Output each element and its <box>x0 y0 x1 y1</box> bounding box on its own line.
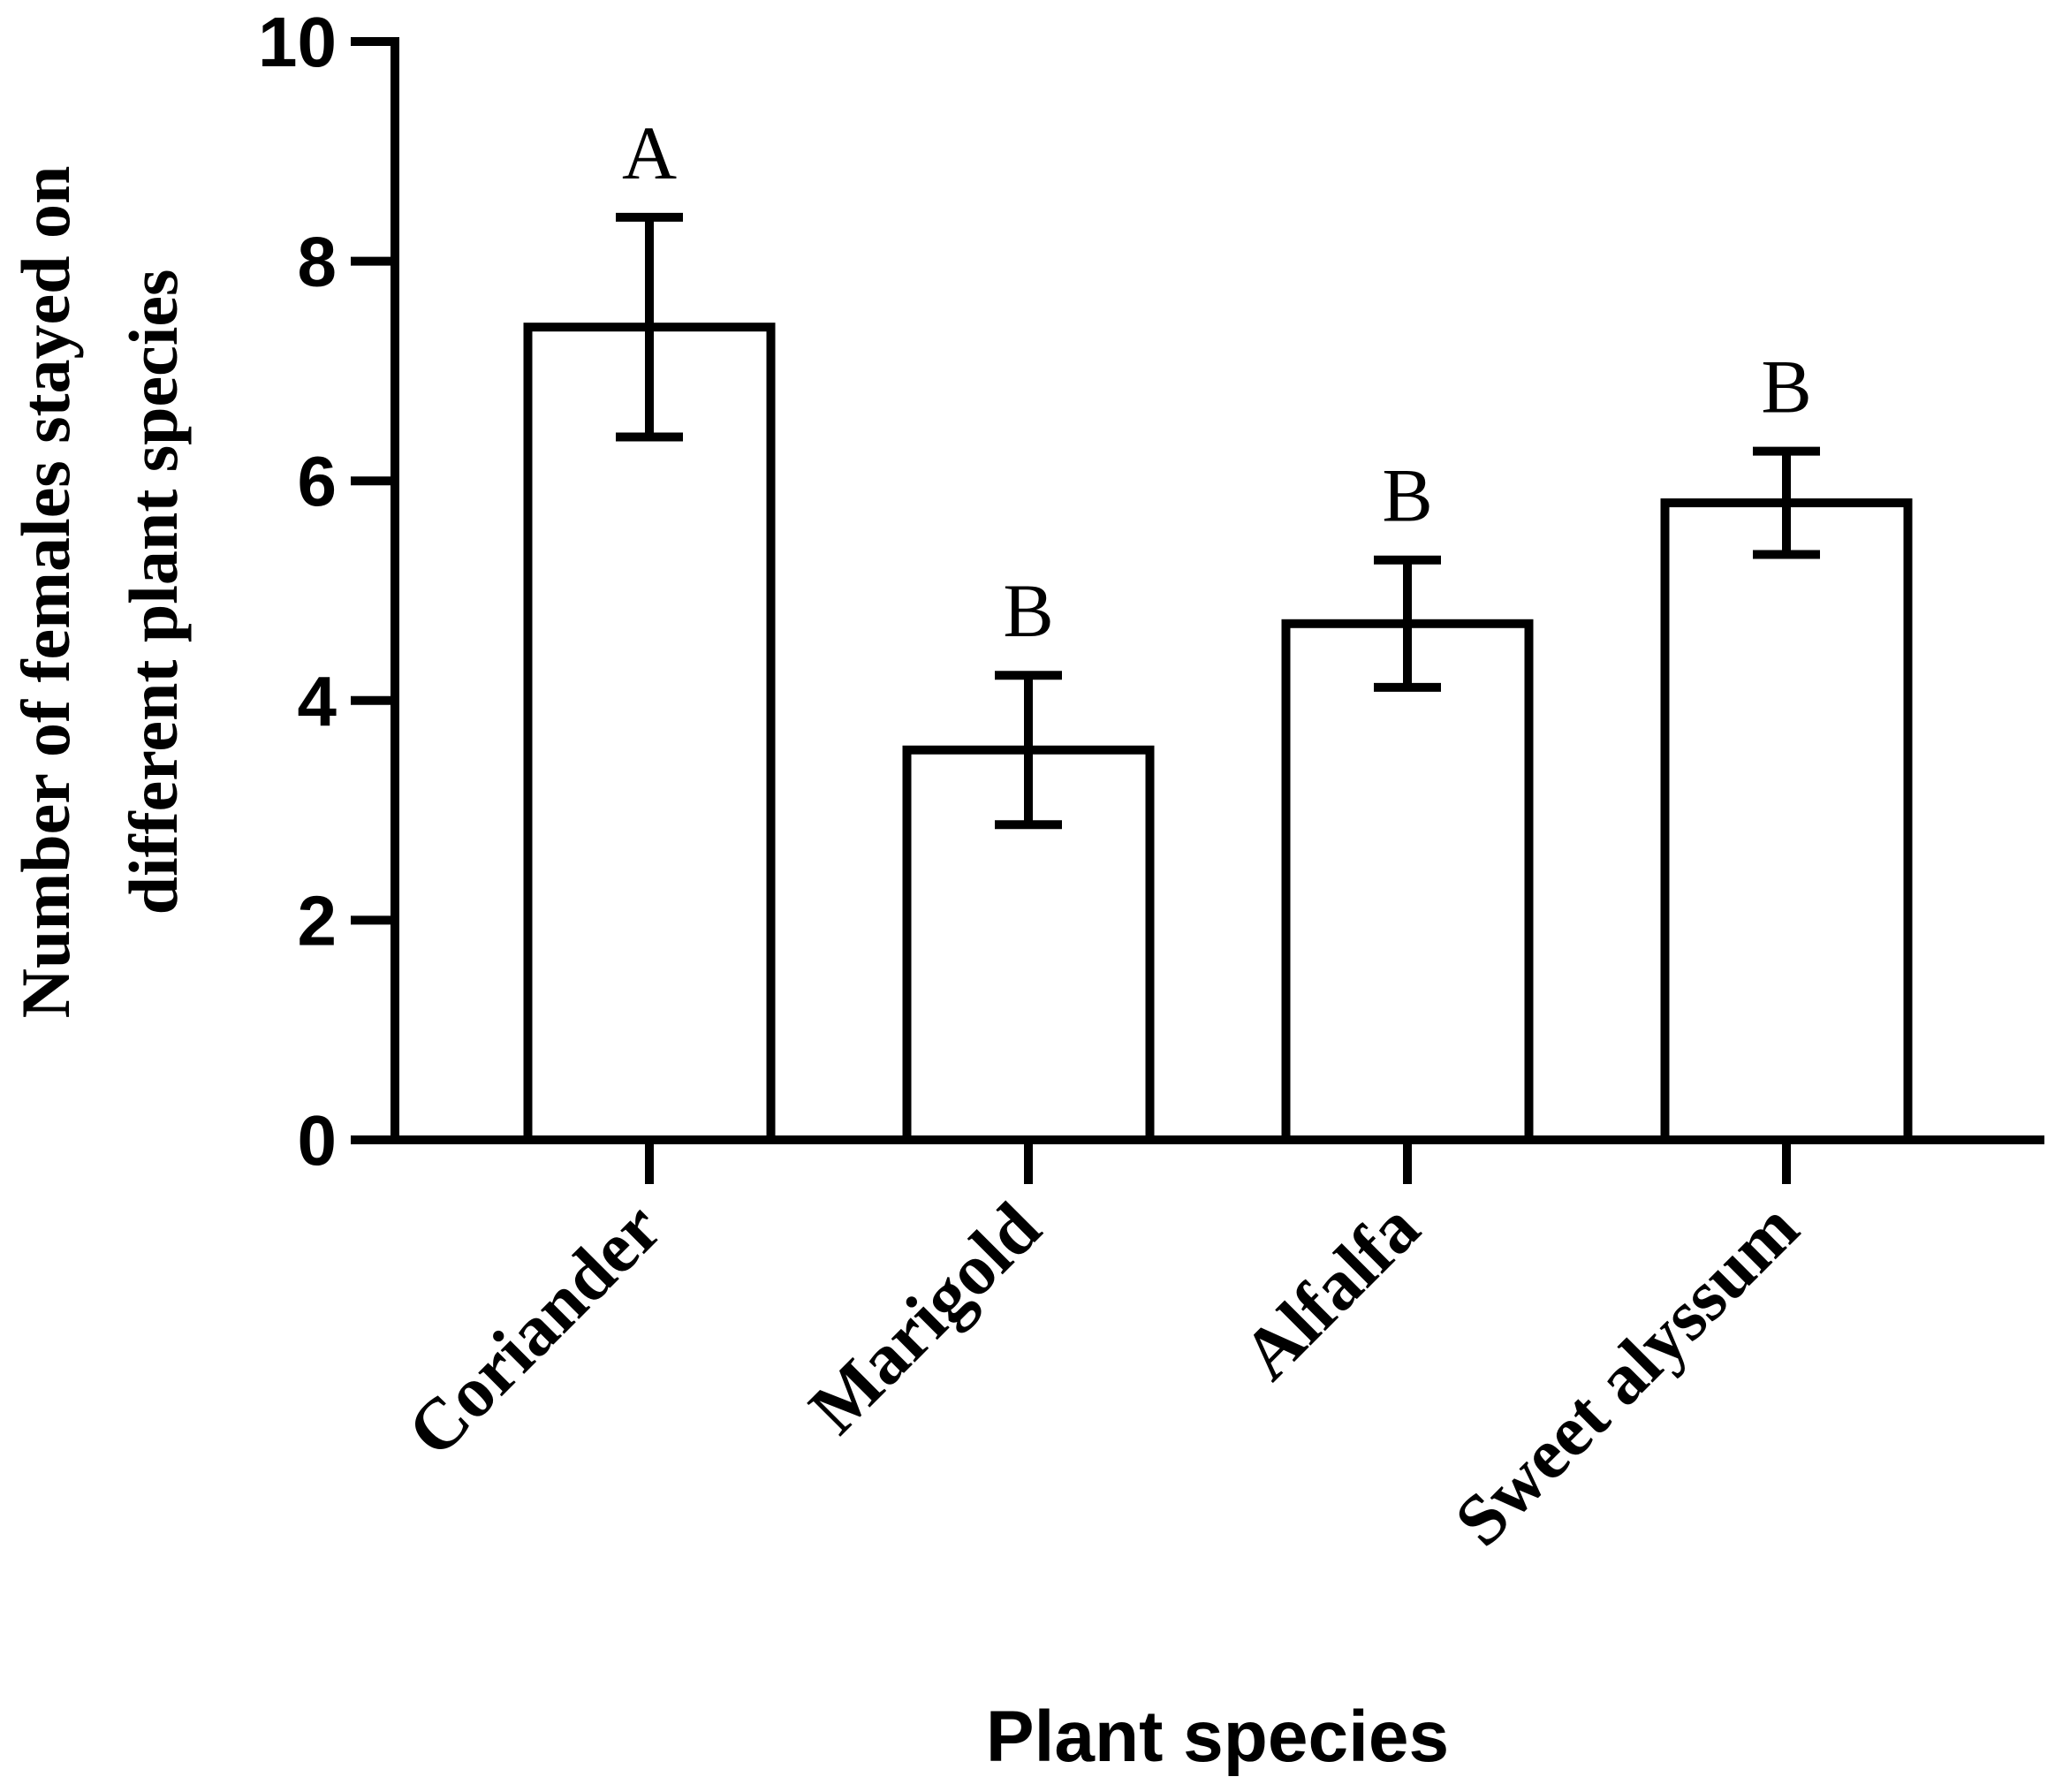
y-axis-title-line-1: Number of females stayed on <box>7 166 84 1019</box>
y-tick-label: 10 <box>258 3 337 81</box>
y-axis-title: Number of females stayed on different pl… <box>7 166 192 1019</box>
x-axis-ticks: Coriander Marigold Alfalfa Sweet alyssum <box>392 1140 1814 1561</box>
bars: A B B B <box>523 110 1913 1144</box>
significance-letter: A <box>622 110 677 195</box>
x-tick-label: Coriander <box>392 1187 677 1471</box>
significance-letter: B <box>1003 568 1053 653</box>
bar-coriander <box>523 323 776 1144</box>
y-axis-title-line-2: different plant species <box>115 270 192 915</box>
y-tick-label: 8 <box>298 223 337 301</box>
bar-sweet-alyssum <box>1660 498 1913 1144</box>
y-axis-ticks: 0 2 4 6 8 10 <box>258 3 395 1180</box>
y-tick-label: 6 <box>298 442 337 520</box>
y-tick-label: 0 <box>298 1101 337 1180</box>
y-tick-label: 2 <box>298 881 337 960</box>
x-tick-label: Marigold <box>793 1187 1055 1448</box>
significance-letter: B <box>1761 345 1811 429</box>
x-tick-label: Alfalfa <box>1227 1187 1435 1394</box>
significance-letter: B <box>1382 453 1432 538</box>
x-axis-title: Plant species <box>986 1697 1449 1777</box>
bar-alfalfa <box>1281 619 1534 1144</box>
x-tick-label: Sweet alyssum <box>1439 1187 1814 1561</box>
y-tick-label: 4 <box>298 662 337 740</box>
